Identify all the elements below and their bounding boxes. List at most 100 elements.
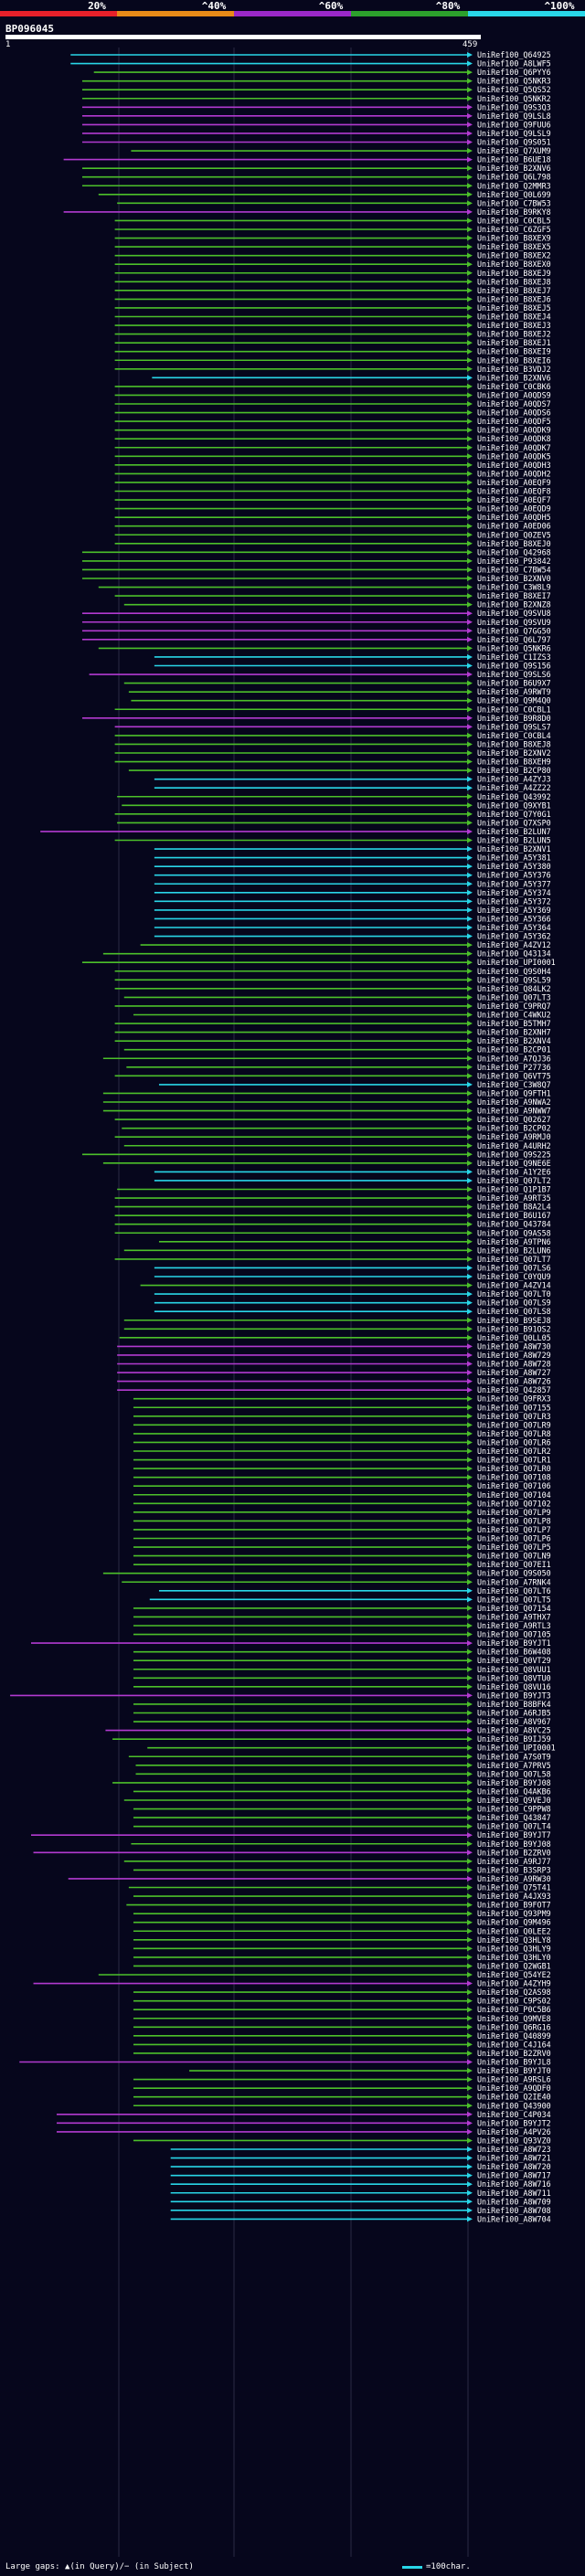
hit-id-label[interactable]: UniRef100_B8XEX0 (477, 260, 551, 269)
hit-id-label[interactable]: UniRef100_Q64925 (477, 50, 551, 59)
hit-id-label[interactable]: UniRef100_Q02627 (477, 1115, 551, 1124)
hit-id-label[interactable]: UniRef100_Q07LP5 (477, 1542, 551, 1552)
hit-id-label[interactable]: UniRef100_Q07106 (477, 1481, 551, 1490)
hit-id-label[interactable]: UniRef100_A8W716 (477, 2179, 551, 2189)
hit-id-label[interactable]: UniRef100_B9YJ08 (477, 1778, 551, 1787)
hit-id-label[interactable]: UniRef100_Q43992 (477, 792, 551, 801)
hit-id-label[interactable]: UniRef100_P93842 (477, 557, 551, 566)
hit-id-label[interactable]: UniRef100_Q9SVU9 (477, 618, 551, 627)
hit-id-label[interactable]: UniRef100_Q07102 (477, 1499, 551, 1508)
hit-id-label[interactable]: UniRef100_A8W709 (477, 2197, 551, 2206)
hit-id-label[interactable]: UniRef100_B8XEX2 (477, 251, 551, 260)
hit-id-label[interactable]: UniRef100_Q9MVE8 (477, 2014, 551, 2023)
hit-id-label[interactable]: UniRef100_Q9FTH1 (477, 1088, 551, 1097)
hit-id-label[interactable]: UniRef100_Q2AS98 (477, 1988, 551, 1997)
hit-id-label[interactable]: UniRef100_A5Y364 (477, 923, 551, 932)
hit-id-label[interactable]: UniRef100_B2XNV4 (477, 1036, 551, 1045)
hit-id-label[interactable]: UniRef100_B91OS2 (477, 1324, 551, 1333)
hit-id-label[interactable]: UniRef100_B9YJ08 (477, 1839, 551, 1849)
hit-id-label[interactable]: UniRef100_A8VC25 (477, 1726, 551, 1735)
hit-id-label[interactable]: UniRef100_A1Y2E6 (477, 1167, 551, 1176)
hit-id-label[interactable]: UniRef100_Q07LP9 (477, 1508, 551, 1517)
hit-id-label[interactable]: UniRef100_Q07LR6 (477, 1437, 551, 1447)
hit-id-label[interactable]: UniRef100_A5Y366 (477, 914, 551, 923)
hit-id-label[interactable]: UniRef100_Q07LS8 (477, 1307, 551, 1316)
hit-id-label[interactable]: UniRef100_C7BW54 (477, 565, 551, 574)
hit-id-label[interactable]: UniRef100_Q6L798 (477, 173, 551, 182)
hit-id-label[interactable]: UniRef100_A9THX7 (477, 1612, 551, 1621)
hit-id-label[interactable]: UniRef100_A9QDF0 (477, 2083, 551, 2093)
hit-id-label[interactable]: UniRef100_A0ED06 (477, 522, 551, 531)
hit-id-label[interactable]: UniRef100_A5Y362 (477, 932, 551, 941)
hit-id-label[interactable]: UniRef100_C0CBK6 (477, 382, 551, 391)
hit-id-label[interactable]: UniRef100_Q5QS52 (477, 85, 551, 94)
hit-id-label[interactable]: UniRef100_B2XNZ8 (477, 600, 551, 610)
hit-id-label[interactable]: UniRef100_A8W720 (477, 2162, 551, 2171)
hit-id-label[interactable]: UniRef100_B8XEJ0 (477, 539, 551, 548)
hit-id-label[interactable]: UniRef100_A8W723 (477, 2145, 551, 2154)
hit-id-label[interactable]: UniRef100_A9RWT9 (477, 687, 551, 696)
hit-id-label[interactable]: UniRef100_A9NWW7 (477, 1107, 551, 1116)
hit-id-label[interactable]: UniRef100_Q9S0H4 (477, 967, 551, 976)
hit-id-label[interactable]: UniRef100_A0QDK5 (477, 451, 551, 461)
hit-id-label[interactable]: UniRef100_C3W8Q7 (477, 1080, 551, 1089)
hit-id-label[interactable]: UniRef100_Q9FRX3 (477, 1394, 551, 1404)
hit-id-label[interactable]: UniRef100_A5Y377 (477, 879, 551, 888)
hit-id-label[interactable]: UniRef100_B8XEH9 (477, 758, 551, 767)
hit-id-label[interactable]: UniRef100_A7S0T9 (477, 1752, 551, 1761)
hit-id-label[interactable]: UniRef100_A6RJB5 (477, 1709, 551, 1718)
hit-id-label[interactable]: UniRef100_A8W730 (477, 1341, 551, 1351)
hit-id-label[interactable]: UniRef100_A8W717 (477, 2171, 551, 2180)
hit-id-label[interactable]: UniRef100_B2XNV1 (477, 844, 551, 853)
hit-id-label[interactable]: UniRef100_B2XNV0 (477, 574, 551, 583)
hit-id-label[interactable]: UniRef100_Q5NKR2 (477, 94, 551, 103)
hit-id-label[interactable]: UniRef100_B2ZRV0 (477, 2049, 551, 2058)
hit-id-label[interactable]: UniRef100_Q07LS6 (477, 1263, 551, 1272)
hit-id-label[interactable]: UniRef100_Q43847 (477, 1813, 551, 1822)
hit-id-label[interactable]: UniRef100_Q5NKR3 (477, 77, 551, 86)
hit-id-label[interactable]: UniRef100_B2XNV6 (477, 373, 551, 382)
hit-id-label[interactable]: UniRef100_Q8VU16 (477, 1682, 551, 1691)
hit-id-label[interactable]: UniRef100_A4ZV12 (477, 940, 551, 949)
hit-id-label[interactable]: UniRef100_A4ZZ22 (477, 783, 551, 792)
hit-id-label[interactable]: UniRef100_A8LWF5 (477, 59, 551, 69)
hit-id-label[interactable]: UniRef100_A0QDS6 (477, 408, 551, 418)
hit-id-label[interactable]: UniRef100_B2CP80 (477, 766, 551, 775)
hit-id-label[interactable]: UniRef100_A8W708 (477, 2206, 551, 2215)
hit-id-label[interactable]: UniRef100_B5TMH7 (477, 1019, 551, 1028)
hit-id-label[interactable]: UniRef100_Q7XUM9 (477, 146, 551, 155)
hit-id-label[interactable]: UniRef100_Q7Y0G1 (477, 810, 551, 819)
hit-id-label[interactable]: UniRef100_Q9FUU6 (477, 120, 551, 129)
hit-id-label[interactable]: UniRef100_B8XEX5 (477, 242, 551, 251)
hit-id-label[interactable]: UniRef100_B8XEJ4 (477, 313, 551, 322)
hit-id-label[interactable]: UniRef100_Q40899 (477, 2031, 551, 2041)
hit-id-label[interactable]: UniRef100_Q07LT0 (477, 1289, 551, 1299)
hit-id-label[interactable]: UniRef100_A9RW30 (477, 1874, 551, 1883)
hit-id-label[interactable]: UniRef100_Q9SVU8 (477, 609, 551, 618)
hit-id-label[interactable]: UniRef100_Q8VUU1 (477, 1665, 551, 1674)
hit-id-label[interactable]: UniRef100_B9R8D0 (477, 714, 551, 723)
hit-id-label[interactable]: UniRef100_Q07LT4 (477, 1822, 551, 1831)
hit-id-label[interactable]: UniRef100_A8W728 (477, 1360, 551, 1369)
hit-id-label[interactable]: UniRef100_Q9LSL8 (477, 111, 551, 121)
hit-id-label[interactable]: UniRef100_B8XEI6 (477, 355, 551, 365)
hit-id-label[interactable]: UniRef100_Q07LT5 (477, 1595, 551, 1604)
hit-id-label[interactable]: UniRef100_Q07LT6 (477, 1586, 551, 1595)
hit-id-label[interactable]: UniRef100_A0EQF7 (477, 495, 551, 504)
hit-id-label[interactable]: UniRef100_Q9VEJ0 (477, 1796, 551, 1805)
hit-id-label[interactable]: UniRef100_Q9M4Q0 (477, 696, 551, 705)
hit-id-label[interactable]: UniRef100_Q6RG16 (477, 2022, 551, 2031)
hit-id-label[interactable]: UniRef100_Q9NE6E (477, 1159, 551, 1168)
hit-id-label[interactable]: UniRef100_B2LUN6 (477, 1246, 551, 1255)
hit-id-label[interactable]: UniRef100_Q9S156 (477, 662, 551, 671)
hit-id-label[interactable]: UniRef100_A7QJ36 (477, 1054, 551, 1063)
hit-id-label[interactable]: UniRef100_B8XEJ2 (477, 330, 551, 339)
hit-id-label[interactable]: UniRef100_Q54YE2 (477, 1970, 551, 1979)
hit-id-label[interactable]: UniRef100_A5Y376 (477, 871, 551, 880)
hit-id-label[interactable]: UniRef100_C0CBL5 (477, 216, 551, 225)
hit-id-label[interactable]: UniRef100_Q4AKB6 (477, 1786, 551, 1796)
hit-id-label[interactable]: UniRef100_A0EQF9 (477, 478, 551, 487)
hit-id-label[interactable]: UniRef100_B2ZRV0 (477, 1848, 551, 1857)
hit-id-label[interactable]: UniRef100_Q9M496 (477, 1918, 551, 1927)
hit-id-label[interactable]: UniRef100_Q07LR3 (477, 1412, 551, 1421)
